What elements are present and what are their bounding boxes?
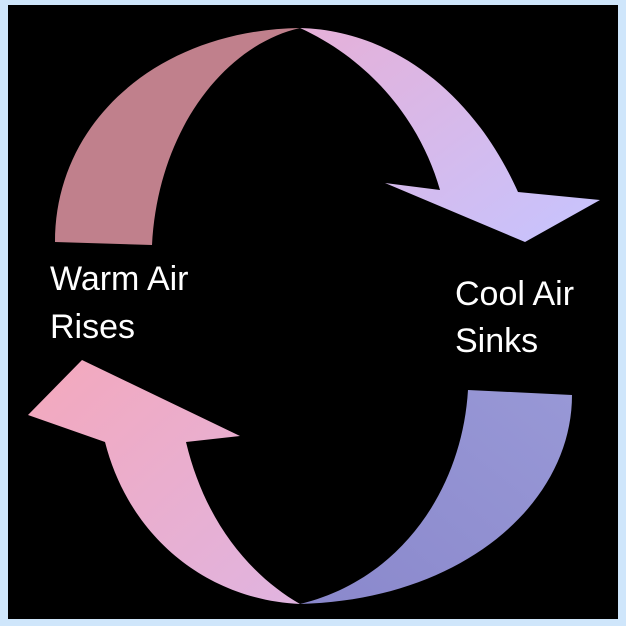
page: Warm Air Rises Cool Air Sinks (() => { c… [0,0,626,626]
diagram: Warm Air Rises Cool Air Sinks [0,0,626,626]
warm-label-line: Rises [50,308,135,346]
warm-label-line: Warm Air [50,260,189,298]
cool-label-line: Sinks [455,322,538,360]
cool-label-line: Cool Air [455,275,574,313]
